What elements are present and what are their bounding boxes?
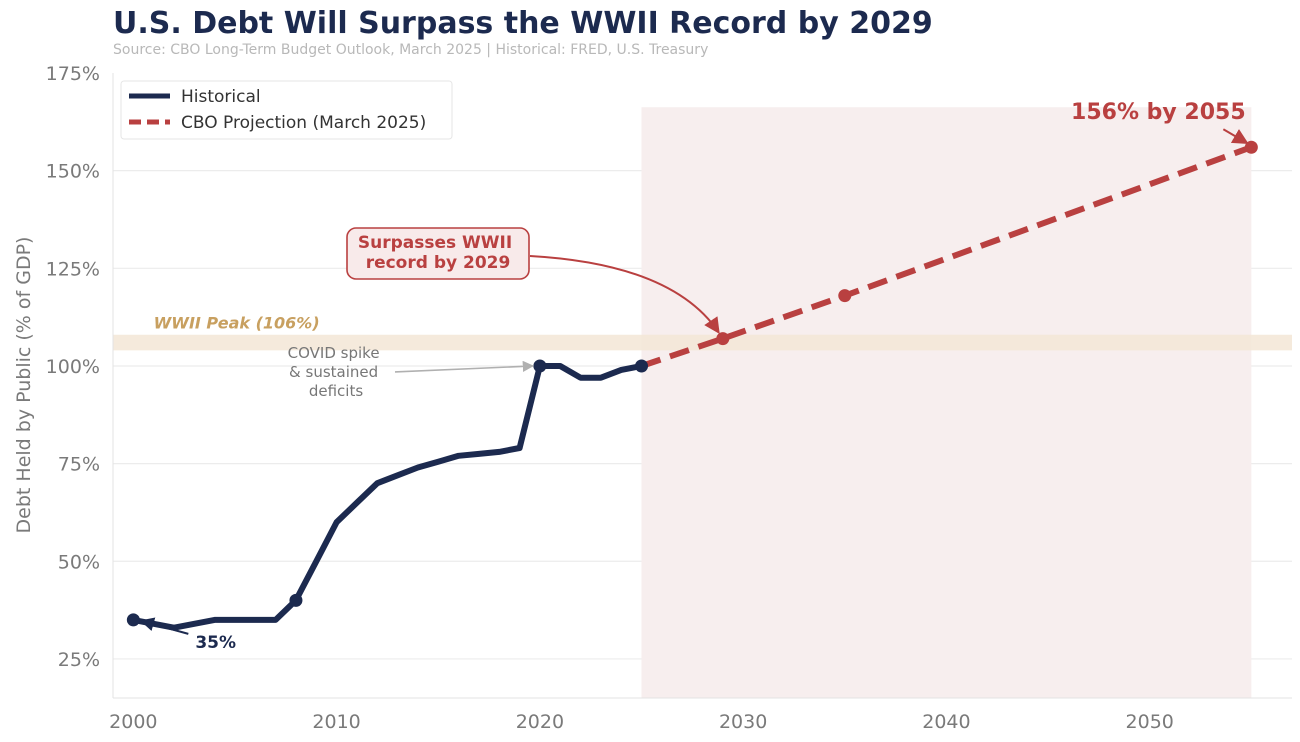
- y-tick-label: 150%: [46, 161, 100, 183]
- annotation-2055: 156% by 2055: [1071, 100, 1246, 125]
- historical-marker: [533, 359, 547, 373]
- annotation-surpass-box: [346, 227, 530, 280]
- series-line-historical: [130, 363, 645, 631]
- annotation-surpass-arrow: [529, 255, 720, 334]
- series-line-projection: [640, 144, 1253, 369]
- y-tick-label: 25%: [58, 649, 100, 671]
- annotation-35-arrow: [139, 617, 189, 635]
- y-tick-label: 100%: [46, 356, 100, 378]
- historical-marker: [289, 593, 303, 607]
- chart-title: U.S. Debt Will Surpass the WWII Record b…: [113, 6, 933, 41]
- x-tick-label: 2000: [109, 711, 157, 733]
- annotation-surpass-line: record by 2029: [366, 253, 511, 273]
- annotation-covid-line: COVID spike: [288, 344, 380, 362]
- series-markers: [126, 140, 1258, 627]
- annotation-35: 35%: [195, 633, 236, 653]
- projection-marker: [838, 289, 852, 303]
- annotation-covid: COVID spike & sustained deficits: [288, 344, 385, 400]
- annotation-covid-line: & sustained: [289, 363, 378, 381]
- x-tick-label: 2040: [922, 711, 970, 733]
- historical-marker: [635, 359, 649, 373]
- projection-region-shade: [641, 107, 1252, 698]
- x-tick-labels: 2000 2010 2020 2030 2040 2050: [109, 711, 1174, 733]
- legend-label-historical: Historical: [181, 87, 261, 107]
- y-tick-labels: 25% 50% 75% 100% 125% 150% 175%: [46, 63, 100, 671]
- wwii-peak-label: WWII Peak (106%): [154, 314, 320, 333]
- annotation-covid-line: deficits: [309, 382, 363, 400]
- annotation-2055-arrow: [1222, 128, 1249, 145]
- legend-label-projection: CBO Projection (March 2025): [181, 113, 426, 133]
- x-tick-label: 2050: [1126, 711, 1174, 733]
- legend: Historical CBO Projection (March 2025): [120, 80, 453, 140]
- annotation-surpass: Surpasses WWII record by 2029: [358, 233, 518, 273]
- y-tick-label: 175%: [46, 63, 100, 85]
- y-axis-label: Debt Held by Public (% of GDP): [13, 237, 35, 534]
- x-tick-label: 2010: [312, 711, 360, 733]
- annotation-covid-arrow: [394, 360, 534, 373]
- projection-marker: [716, 332, 730, 346]
- legend-box: [120, 80, 453, 140]
- annotation-surpass-line: Surpasses WWII: [358, 233, 512, 253]
- y-tick-label: 125%: [46, 258, 100, 280]
- chart-subtitle: Source: CBO Long-Term Budget Outlook, Ma…: [113, 42, 709, 58]
- historical-marker: [126, 613, 140, 627]
- y-tick-label: 75%: [58, 454, 100, 476]
- x-tick-label: 2020: [516, 711, 564, 733]
- y-tick-label: 50%: [58, 551, 100, 573]
- x-tick-label: 2030: [719, 711, 767, 733]
